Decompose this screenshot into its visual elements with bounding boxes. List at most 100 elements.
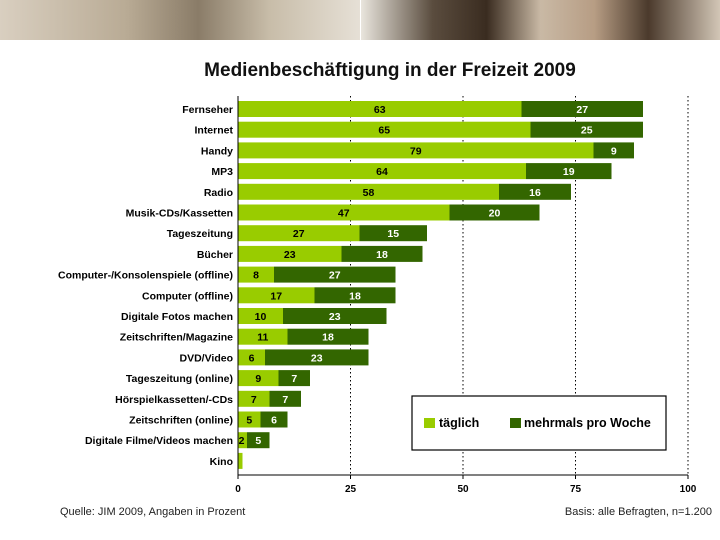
bar-taeglich-6	[238, 225, 360, 242]
bar-taeglich-8	[238, 266, 274, 283]
bar-mehrmals-7	[341, 245, 423, 262]
x-tick-label-0: 0	[235, 484, 241, 495]
category-label-9: Computer (offline)	[142, 290, 233, 302]
value-label-mehrmals-11: 18	[322, 332, 334, 344]
category-label-11: Zeitschriften/Magazine	[120, 332, 233, 344]
value-label-taeglich-10: 10	[255, 311, 267, 323]
bar-mehrmals-12	[265, 349, 369, 366]
value-label-mehrmals-3: 19	[563, 166, 575, 178]
category-label-7: Bücher	[197, 249, 233, 261]
category-label-2: Handy	[201, 145, 233, 157]
bar-taeglich-14	[238, 390, 270, 407]
bar-mehrmals-6	[359, 225, 427, 242]
value-label-mehrmals-7: 18	[376, 249, 388, 261]
bar-mehrmals-9	[314, 287, 396, 304]
value-label-taeglich-8: 8	[253, 270, 259, 282]
bar-taeglich-17	[238, 452, 243, 469]
bar-mehrmals-8	[274, 266, 396, 283]
bar-mehrmals-13	[278, 370, 310, 387]
category-label-3: MP3	[211, 166, 233, 178]
bar-taeglich-15	[238, 411, 261, 428]
x-tick-label-50: 50	[457, 484, 469, 495]
legend-box	[411, 395, 667, 451]
bar-mehrmals-15	[260, 411, 288, 428]
bar-taeglich-16	[238, 432, 247, 449]
category-label-15: Zeitschriften (online)	[129, 415, 233, 427]
basis-note: Basis: alle Befragten, n=1.200	[564, 506, 712, 518]
category-label-10: Digitale Fotos machen	[121, 311, 233, 323]
header-photo-banner	[0, 0, 720, 40]
category-label-1: Internet	[194, 125, 233, 137]
value-label-taeglich-12: 6	[249, 352, 255, 364]
bar-mehrmals-5	[449, 204, 540, 221]
category-label-6: Tageszeitung	[167, 228, 233, 240]
source-note: Quelle: JIM 2009, Angaben in Prozent	[60, 506, 246, 518]
value-label-mehrmals-9: 18	[349, 290, 361, 302]
value-label-taeglich-5: 47	[338, 208, 350, 220]
legend-swatch-mehrmals	[510, 418, 521, 428]
value-label-taeglich-13: 9	[255, 373, 261, 385]
bar-taeglich-0	[238, 101, 522, 117]
value-label-mehrmals-15: 6	[271, 415, 277, 427]
bar-taeglich-9	[238, 287, 315, 304]
header-photo-right	[361, 0, 720, 40]
bar-taeglich-13	[238, 370, 279, 387]
value-label-taeglich-6: 27	[293, 228, 305, 240]
bar-mehrmals-10	[283, 308, 387, 324]
category-label-17: Kino	[210, 456, 233, 468]
value-label-taeglich-1: 65	[378, 125, 390, 137]
value-label-mehrmals-6: 15	[387, 228, 399, 240]
bar-mehrmals-16	[247, 432, 270, 449]
bar-taeglich-4	[238, 183, 499, 200]
bar-mehrmals-1	[530, 121, 643, 138]
category-label-4: Radio	[204, 187, 233, 199]
category-label-8: Computer-/Konsolenspiele (offline)	[58, 270, 233, 282]
value-label-taeglich-2: 79	[410, 145, 422, 157]
value-label-mehrmals-16: 5	[255, 435, 261, 447]
value-label-mehrmals-0: 27	[576, 104, 588, 116]
bar-taeglich-7	[238, 245, 342, 262]
bar-taeglich-11	[238, 328, 288, 345]
legend-label-taeglich: täglich	[439, 416, 479, 430]
bar-taeglich-10	[238, 308, 283, 324]
bar-taeglich-1	[238, 121, 531, 138]
bar-taeglich-5	[238, 204, 450, 221]
category-label-13: Tageszeitung (online)	[126, 373, 233, 385]
bar-mehrmals-11	[287, 328, 369, 345]
header-photo-divider	[360, 0, 361, 40]
value-label-mehrmals-13: 7	[291, 373, 297, 385]
bar-mehrmals-3	[526, 163, 612, 180]
bar-taeglich-12	[238, 349, 265, 366]
value-label-mehrmals-14: 7	[282, 394, 288, 406]
value-label-mehrmals-4: 16	[529, 187, 541, 199]
value-label-taeglich-14: 7	[251, 394, 257, 406]
value-label-taeglich-9: 17	[270, 290, 282, 302]
category-label-16: Digitale Filme/Videos machen	[85, 435, 233, 447]
bar-mehrmals-14	[269, 390, 301, 407]
x-tick-label-100: 100	[680, 484, 697, 495]
category-label-5: Musik-CDs/Kassetten	[126, 208, 233, 220]
value-label-taeglich-7: 23	[284, 249, 296, 261]
category-label-12: DVD/Video	[180, 352, 233, 364]
value-label-taeglich-0: 63	[374, 104, 386, 116]
x-tick-label-75: 75	[570, 484, 582, 495]
bar-mehrmals-0	[521, 101, 643, 117]
value-label-mehrmals-5: 20	[489, 208, 501, 220]
legend-swatch-taeglich	[424, 418, 435, 428]
bar-mehrmals-2	[593, 142, 634, 159]
value-label-mehrmals-1: 25	[581, 125, 593, 137]
value-label-taeglich-16: 2	[239, 435, 245, 447]
value-label-mehrmals-8: 27	[329, 270, 341, 282]
value-label-mehrmals-2: 9	[611, 145, 617, 157]
value-label-taeglich-3: 64	[376, 166, 388, 178]
value-label-taeglich-4: 58	[363, 187, 375, 199]
value-label-mehrmals-12: 23	[311, 352, 323, 364]
chart-title: Medienbeschäftigung in der Freizeit 2009	[204, 60, 576, 81]
bar-mehrmals-4	[499, 183, 571, 200]
bar-taeglich-3	[238, 163, 526, 180]
legend-label-mehrmals: mehrmals pro Woche	[524, 416, 651, 430]
x-tick-label-25: 25	[345, 484, 357, 495]
value-label-taeglich-11: 11	[257, 332, 268, 344]
bar-taeglich-2	[238, 142, 594, 159]
